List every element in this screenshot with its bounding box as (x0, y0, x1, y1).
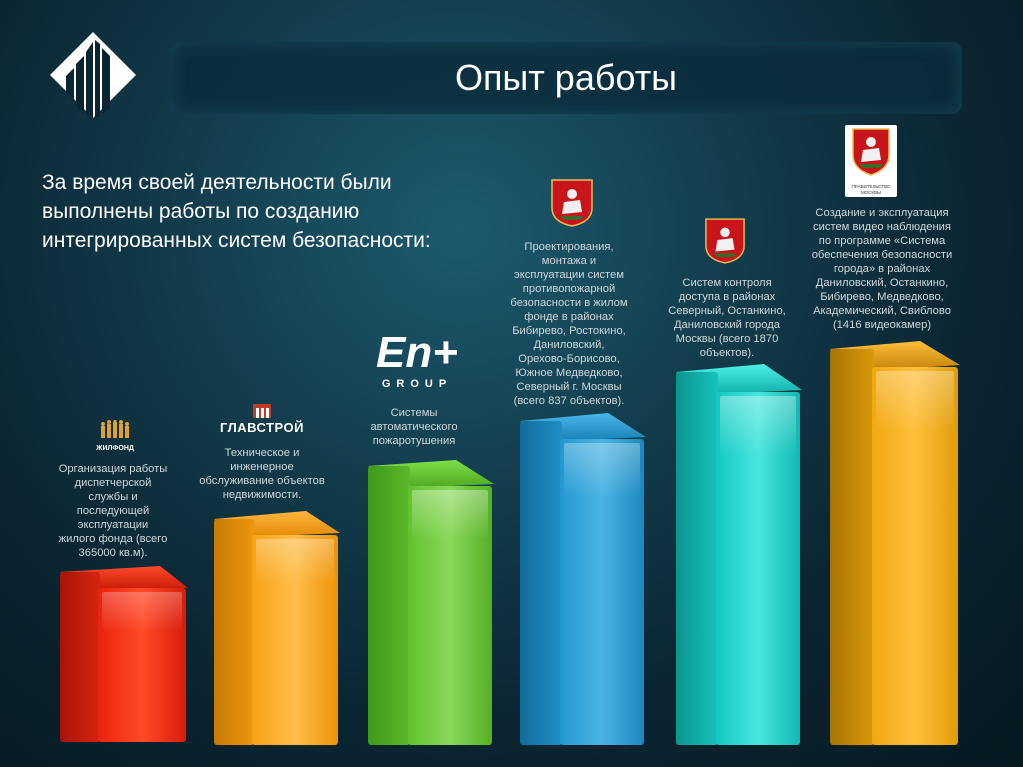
bar-1-shine (102, 592, 182, 632)
column-line: автоматического (370, 421, 458, 433)
en-plus-logo: En+ GROUP (365, 328, 469, 394)
bar-3 (368, 460, 494, 747)
bar-3-front (408, 486, 492, 745)
title-bar: Опыт работы (170, 42, 962, 114)
intro-line: выполнены работы по созданию (42, 200, 360, 223)
column-line: (1416 видеокамер) (832, 319, 932, 331)
column-line: жилого фонда (всего (58, 533, 168, 545)
column-line: фонде в районах (524, 311, 614, 323)
bar-2-side (214, 519, 254, 745)
bar-5 (676, 364, 802, 747)
moscow-coat-of-arms-icon (550, 178, 594, 228)
column-line: доступа в районах (678, 291, 776, 303)
bar-4 (520, 413, 646, 747)
bar-3-side (368, 466, 410, 745)
page-title: Опыт работы (454, 57, 678, 98)
column-line: Проектирования, (524, 241, 614, 253)
column-line: монтажа и (541, 255, 597, 267)
bar-5-side (676, 372, 718, 745)
column-line: службы и (88, 491, 138, 503)
column-line: Южное Медведково, (515, 367, 623, 379)
zhilfond-logo-text: ЖИЛФОНД (96, 445, 134, 452)
intro-text: За время своей деятельности были выполне… (42, 168, 502, 255)
column-line: Северный г. Москвы (516, 381, 622, 393)
moscow-coat-of-arms-icon (704, 217, 746, 265)
column-line: Даниловский, Останкино, (815, 277, 949, 289)
column-text-2: Техническое и инженерное обслуживание об… (195, 446, 329, 502)
column-line: безопасности в жилом (510, 297, 628, 309)
column-line: эксплуатации (77, 519, 149, 531)
column-line: диспетчерской (74, 477, 152, 489)
column-line: Даниловский, (533, 339, 605, 351)
bar-3-shine (412, 490, 488, 540)
column-line: Даниловский города (673, 319, 781, 331)
column-line: Бибирево, Ростокино, (512, 325, 626, 337)
column-line: противопожарной (522, 283, 616, 295)
column-line: Орехово-Борисово, (518, 353, 620, 365)
column-line: по программе «Система (818, 235, 946, 247)
column-line: эксплуатации систем (514, 269, 624, 281)
glavstroy-logo-text: ГЛАВСТРОЙ (220, 420, 304, 435)
moscow-coat-of-arms-icon (852, 128, 890, 176)
bar-6-side (830, 349, 874, 745)
column-line: 365000 кв.м). (78, 547, 148, 559)
bar-4-shine (564, 443, 640, 497)
emblem-caption: МОСКВЫ (860, 190, 882, 195)
column-text-5: Систем контроля доступа в районах Северн… (654, 276, 800, 360)
column-line: объектов). (699, 347, 755, 359)
column-line: Систем контроля (682, 277, 772, 289)
column-line: Создание и эксплуатация (815, 207, 949, 219)
bar-1-side (60, 572, 100, 742)
bar-4-side (520, 421, 562, 745)
moscow-government-emblem: ПРАВИТЕЛЬСТВО МОСКВЫ (845, 125, 897, 197)
column-line: Бибирево, Медведково, (820, 291, 944, 303)
column-line: пожаротушения (372, 435, 456, 447)
column-line: обслуживание объектов (199, 475, 325, 487)
column-line: Академический, Свиблово (813, 305, 951, 317)
column-line: Системы (390, 407, 438, 419)
en-plus-logo-main: En+ (376, 328, 458, 377)
glavstroy-logo: ГЛАВСТРОЙ (212, 404, 312, 440)
column-text-4: Проектирования, монтажа и эксплуатации с… (497, 240, 641, 408)
bar-2-front (252, 535, 338, 745)
column-text-1: Организация работы диспетчерской службы … (48, 462, 178, 560)
bar-2 (214, 511, 340, 747)
bar-6 (830, 341, 960, 747)
column-text-6: Создание и эксплуатация систем видео наб… (802, 206, 962, 332)
bar-5-front (716, 392, 800, 745)
column-line: Москвы (всего 1870 (675, 333, 779, 345)
bar-2-shine (256, 539, 334, 583)
column-line: Организация работы (58, 463, 168, 475)
intro-line: интегрированных систем безопасности: (42, 229, 431, 252)
column-line: обеспечения безопасности (811, 249, 953, 261)
bar-5-shine (720, 396, 796, 456)
zhilfond-logo: ЖИЛФОНД (95, 419, 135, 456)
column-line: города» в районах (833, 263, 931, 275)
bar-6-front (872, 367, 958, 745)
column-line: последующей (76, 505, 150, 517)
column-line: Техническое и (224, 447, 300, 459)
bar-4-front (560, 439, 644, 745)
column-line: (всего 837 объектов). (513, 395, 625, 407)
column-line: Северный, Останкино, (668, 305, 786, 317)
emblem-caption: ПРАВИТЕЛЬСТВО (851, 184, 891, 189)
column-text-3: Системы автоматического пожаротушения (344, 406, 484, 448)
bar-6-shine (876, 371, 954, 431)
en-plus-logo-sub: GROUP (381, 378, 453, 390)
bar-1-front (98, 588, 186, 742)
intro-line: За время своей деятельности были (42, 171, 392, 194)
company-logo (48, 30, 138, 120)
bar-1 (60, 566, 188, 746)
column-line: систем видео наблюдения (813, 221, 951, 233)
column-line: недвижимости. (222, 489, 302, 501)
column-line: инженерное (230, 461, 294, 473)
